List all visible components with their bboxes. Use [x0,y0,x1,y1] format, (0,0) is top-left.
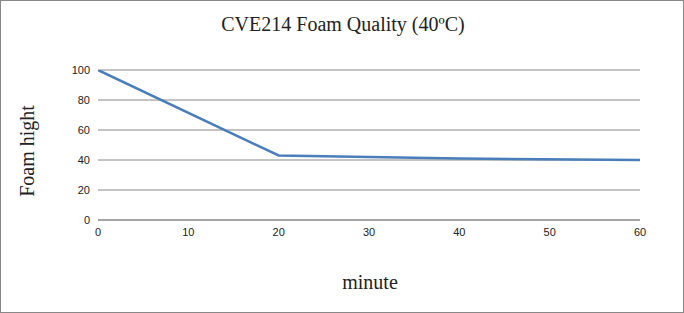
svg-text:50: 50 [544,226,556,238]
svg-text:0: 0 [84,214,90,226]
html-text:Foam hight: Foam hight [15,105,38,197]
svg-text:20: 20 [78,184,90,196]
html-text:CVE214 Foam Quality (40ºC): CVE214 Foam Quality (40ºC) [221,13,465,35]
svg-text:20: 20 [273,226,285,238]
svg-text:60: 60 [78,124,90,136]
svg-text:80: 80 [78,94,90,106]
html-text:minute: minute [342,271,398,293]
svg-text:100: 100 [72,64,90,76]
svg-text:30: 30 [363,226,375,238]
svg-text:0: 0 [95,226,101,238]
svg-text:40: 40 [78,154,90,166]
svg-text:10: 10 [182,226,194,238]
svg-text:60: 60 [634,226,646,238]
svg-text:40: 40 [453,226,465,238]
